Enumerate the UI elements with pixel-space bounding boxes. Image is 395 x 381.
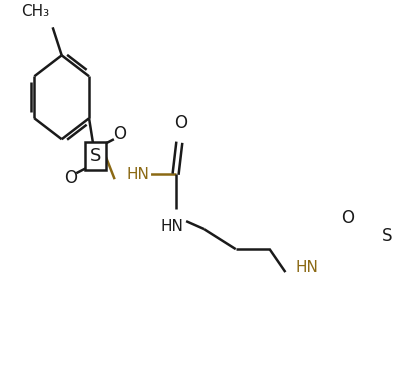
Text: O: O — [341, 209, 354, 227]
Text: S: S — [382, 227, 393, 245]
Text: CH₃: CH₃ — [21, 4, 50, 19]
Text: HN: HN — [127, 167, 150, 182]
Text: O: O — [174, 114, 187, 132]
Text: HN: HN — [160, 219, 183, 234]
Text: O: O — [113, 125, 126, 143]
FancyBboxPatch shape — [85, 142, 105, 170]
Text: S: S — [89, 147, 101, 165]
Text: HN: HN — [296, 259, 319, 275]
Text: O: O — [64, 169, 77, 187]
